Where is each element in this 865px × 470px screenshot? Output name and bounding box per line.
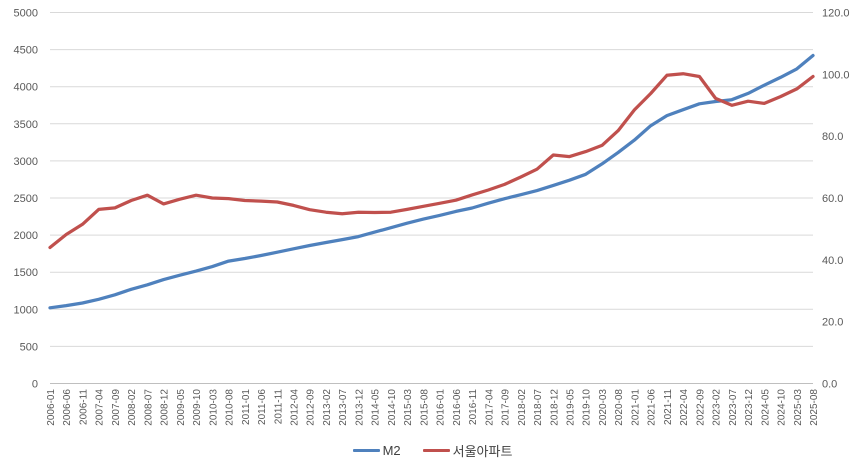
x-axis-tick-label: 2006-01 [46, 389, 57, 426]
y-axis-left-tick-label: 2000 [14, 230, 38, 242]
x-axis-tick-label: 2018-07 [533, 389, 544, 426]
y-axis-left-tick-label: 4500 [14, 45, 38, 57]
x-axis-tick-label: 2019-05 [565, 389, 576, 426]
x-axis-tick-label: 2019-10 [582, 389, 593, 426]
x-axis-tick-label: 2023-12 [744, 389, 755, 426]
x-axis-tick-label: 2008-07 [143, 389, 154, 426]
x-axis-tick-label: 2013-02 [322, 389, 333, 426]
y-axis-left-tick-label: 4000 [14, 82, 38, 94]
x-axis-tick-label: 2020-03 [598, 389, 609, 426]
x-axis-tick-label: 2017-04 [484, 389, 495, 426]
y-axis-left-tick-label: 1500 [14, 267, 38, 279]
legend-item-m2: M2 [352, 443, 401, 458]
legend-label-m2: M2 [382, 443, 401, 458]
y-axis-right-tick-label: 100.0 [822, 69, 850, 81]
x-axis-tick-label: 2024-05 [760, 389, 771, 426]
x-axis-tick-label: 2007-04 [95, 389, 106, 426]
x-axis-tick-label: 2015-03 [403, 389, 414, 426]
y-axis-right-tick-label: 0.0 [822, 379, 837, 391]
x-axis-tick-label: 2006-11 [78, 389, 89, 425]
x-axis-tick-label: 2017-09 [501, 389, 512, 426]
m2-series-line [48, 53, 815, 310]
x-axis-tick-label: 2018-12 [549, 389, 560, 426]
x-axis-tick-label: 2009-05 [176, 389, 187, 426]
x-axis-tick-label: 2022-09 [695, 389, 706, 426]
y-axis-left-tick-label: 500 [20, 341, 38, 353]
x-axis-tick-label: 2014-05 [371, 389, 382, 426]
x-axis-tick-label: 2009-10 [192, 389, 203, 426]
x-axis-tick-label: 2021-11 [663, 389, 674, 425]
x-axis-tick-label: 2020-08 [614, 389, 625, 426]
x-axis-tick-label: 2015-08 [419, 389, 430, 426]
x-axis-tick-label: 2008-12 [160, 389, 171, 426]
x-axis-tick-label: 2025-08 [809, 389, 820, 426]
x-axis-tick-label: 2016-11 [468, 389, 479, 425]
x-axis-tick-label: 2013-12 [354, 389, 365, 426]
x-axis-tick-label: 2012-09 [306, 389, 317, 426]
y-axis-left-tick-label: 5000 [14, 8, 38, 20]
x-axis-tick-label: 2006-06 [62, 389, 73, 426]
x-axis-tick-label: 2021-01 [630, 389, 641, 426]
x-axis-tick-label: 2018-02 [517, 389, 528, 426]
y-axis-left-tick-label: 3000 [14, 156, 38, 168]
legend-line-swatch-seoul-apartment [422, 449, 450, 452]
x-axis-tick-label: 2025-03 [793, 389, 804, 426]
y-axis-left-tick-label: 3500 [14, 119, 38, 131]
y-axis-left-tick-label: 1000 [14, 304, 38, 316]
x-axis-tick-label: 2022-04 [679, 389, 690, 426]
x-axis-tick-label: 2016-01 [436, 389, 447, 426]
y-axis-left-tick-label: 0 [32, 379, 38, 391]
x-axis-tick-label: 2023-07 [728, 389, 739, 426]
y-axis-right-tick-label: 60.0 [822, 193, 843, 205]
x-axis-tick-label: 2016-06 [452, 389, 463, 426]
x-axis-tick-label: 2014-10 [387, 389, 398, 426]
x-axis-tick-label: 2007-09 [111, 389, 122, 426]
seoul-apartment-series-line [48, 72, 815, 250]
x-axis-tick-label: 2010-03 [208, 389, 219, 426]
y-axis-right-tick-label: 80.0 [822, 131, 843, 143]
x-axis-tick-label: 2010-08 [225, 389, 236, 426]
x-axis-tick-label: 2012-04 [290, 389, 301, 426]
y-axis-right-tick-label: 20.0 [822, 317, 843, 329]
y-axis-right-tick-label: 40.0 [822, 255, 843, 267]
x-axis-tick-label: 2011-01 [241, 389, 252, 425]
y-axis-right-tick-label: 120.0 [822, 8, 850, 20]
x-axis-tick-label: 2024-10 [777, 389, 788, 426]
chart-legend: M2 서울아파트 [0, 441, 865, 460]
x-axis-tick-label: 2021-06 [647, 389, 658, 426]
x-axis-tick-label: 2011-06 [257, 389, 268, 425]
legend-item-seoul-apartment: 서울아파트 [422, 441, 513, 460]
y-axis-left-tick-label: 2500 [14, 193, 38, 205]
x-axis-tick-label: 2008-02 [127, 389, 138, 426]
legend-line-swatch-m2 [352, 449, 380, 452]
x-axis-tick-label: 2011-11 [273, 389, 284, 425]
x-axis-tick-label: 2023-02 [712, 389, 723, 426]
legend-label-seoul-apartment: 서울아파트 [452, 444, 513, 459]
x-axis-tick-label: 2013-07 [338, 389, 349, 426]
